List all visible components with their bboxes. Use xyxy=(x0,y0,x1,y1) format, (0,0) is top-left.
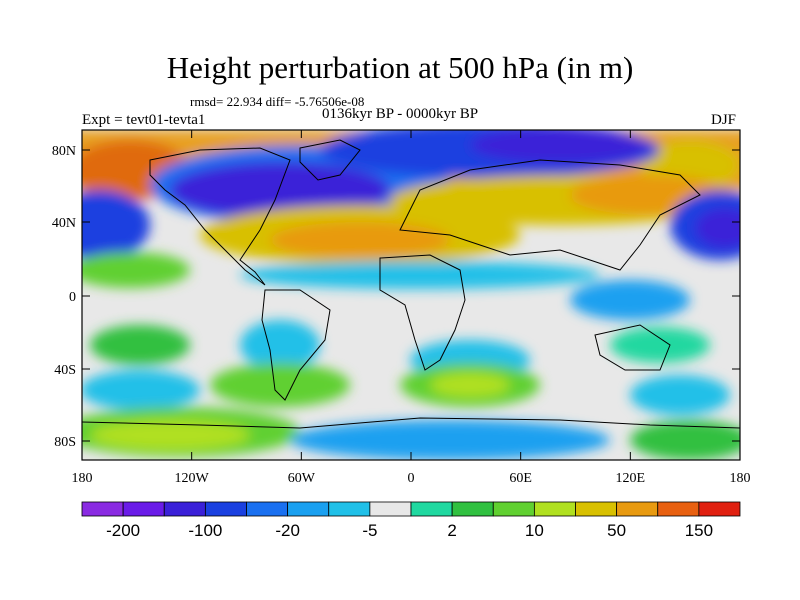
colorbar-label: -5 xyxy=(362,521,377,540)
colorbar-swatch xyxy=(657,501,700,517)
map-field xyxy=(82,130,740,460)
colorbar-label: 10 xyxy=(525,521,544,540)
colorbar-swatch xyxy=(122,501,165,517)
lat-label: 80S xyxy=(54,435,76,450)
season-label: DJF xyxy=(711,112,737,128)
lat-label: 40S xyxy=(54,363,76,378)
colorbar-swatch xyxy=(533,501,576,517)
colorbar-swatch xyxy=(492,501,535,517)
colorbar-label: 2 xyxy=(447,521,456,540)
colorbar-swatch xyxy=(616,501,659,517)
colorbar-swatch xyxy=(575,501,618,517)
colorbar-swatch xyxy=(410,501,453,517)
lon-label: 60E xyxy=(509,471,532,486)
lon-label: 120W xyxy=(175,471,210,486)
map-axes: 80N 40N 0 40S 80S 180 120W 60W 0 60E 120E 180 xyxy=(52,130,751,486)
lon-label: 180 xyxy=(72,471,93,486)
colorbar-label: 50 xyxy=(607,521,626,540)
coastlines xyxy=(82,139,740,429)
lon-label: 60W xyxy=(288,471,316,486)
lon-label: 0 xyxy=(408,471,415,486)
colorbar-swatch xyxy=(81,501,124,517)
stats-line: rmsd= 22.934 diff= -5.76506e-08 xyxy=(190,94,365,109)
colorbar-label: -100 xyxy=(188,521,222,540)
colorbar-swatch xyxy=(163,501,206,517)
lat-label: 80N xyxy=(52,144,76,159)
lat-label: 40N xyxy=(52,216,76,231)
colorbar-label: 150 xyxy=(685,521,713,540)
colorbar-swatch xyxy=(246,501,289,517)
lat-label: 0 xyxy=(69,290,76,305)
colorbar-swatch xyxy=(451,501,494,517)
contour-fill xyxy=(82,130,740,460)
period-label: 0136kyr BP - 0000kyr BP xyxy=(322,106,479,122)
colorbar-swatch xyxy=(328,501,371,517)
colorbar-swatch xyxy=(698,501,741,517)
lon-label: 120E xyxy=(616,471,646,486)
experiment-label: Expt = tevt01-tevta1 xyxy=(82,112,206,128)
lon-label: 180 xyxy=(730,471,751,486)
colorbar-label: -200 xyxy=(106,521,140,540)
chart-title: Height perturbation at 500 hPa (in m) xyxy=(166,50,634,85)
colorbar-swatch xyxy=(369,501,412,517)
colorbar-swatch xyxy=(204,501,247,517)
colorbar-swatch xyxy=(287,501,330,517)
colorbar-label: -20 xyxy=(275,521,300,540)
